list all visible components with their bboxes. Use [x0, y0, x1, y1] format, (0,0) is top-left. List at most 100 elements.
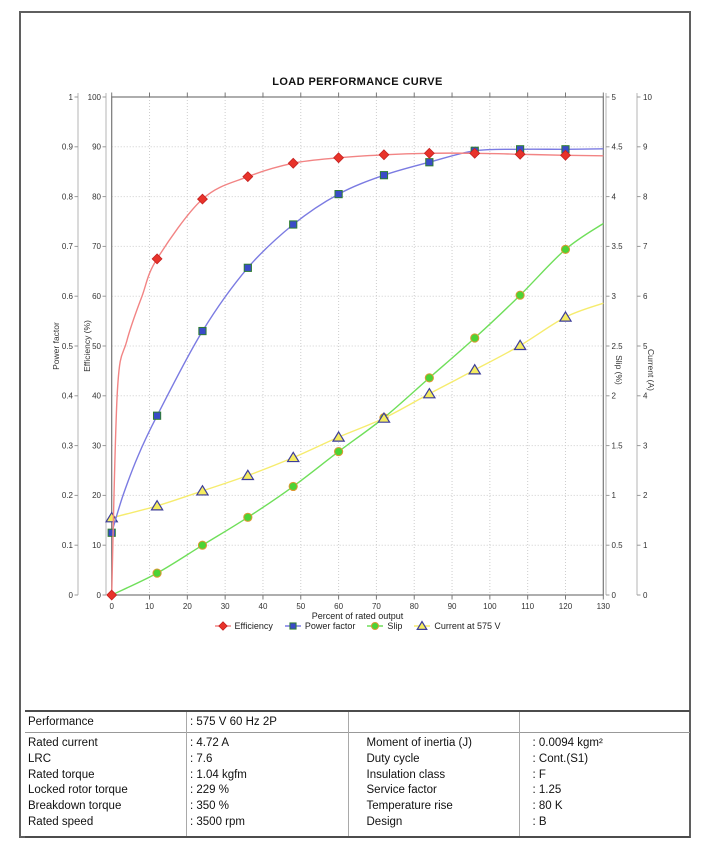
table-label: Service factor	[366, 784, 437, 797]
performance-table: Performance : 575 V 60 Hz 2P Rated curre…	[25, 710, 690, 838]
table-value: : 3500 rpm	[190, 815, 245, 828]
svg-text:0: 0	[97, 591, 102, 600]
table-divider	[186, 712, 187, 836]
svg-text:4.5: 4.5	[612, 143, 624, 152]
series-current	[105, 302, 604, 523]
svg-text:60: 60	[334, 602, 343, 611]
legend-circle-icon	[367, 622, 384, 630]
svg-text:0.3: 0.3	[62, 441, 74, 450]
svg-text:40: 40	[92, 392, 101, 401]
plot-border	[111, 96, 604, 596]
current-axis-title: Current (A)	[646, 348, 656, 392]
table-body: Rated current : 4.72 A LRC : 7.6 Rated torqu…	[25, 733, 690, 836]
svg-text:10: 10	[92, 541, 101, 550]
svg-text:6: 6	[643, 292, 648, 301]
table-row-performance: Performance : 575 V 60 Hz 2P	[25, 712, 690, 733]
svg-text:0.1: 0.1	[62, 541, 74, 550]
svg-text:4: 4	[612, 192, 617, 201]
svg-text:70: 70	[92, 242, 101, 251]
table-value: : 350 %	[190, 800, 229, 813]
svg-text:70: 70	[372, 602, 381, 611]
svg-text:0: 0	[109, 602, 114, 611]
svg-text:40: 40	[259, 602, 268, 611]
legend-item-efficiency: Efficiency	[214, 620, 273, 632]
svg-text:0.5: 0.5	[62, 342, 74, 351]
table-row: Rated current : 4.72 A	[25, 736, 358, 752]
table-label: Rated current	[28, 737, 98, 749]
legend-square-icon	[284, 622, 301, 630]
svg-text:10: 10	[643, 93, 652, 102]
svg-text:0.2: 0.2	[62, 491, 74, 500]
legend-triangle-icon	[414, 620, 431, 630]
table-label: Duty cycle	[366, 752, 420, 765]
chart-legend: Efficiency Power factor Slip Current at 575…	[0, 620, 714, 632]
svg-text:100: 100	[483, 602, 497, 611]
table-divider	[519, 712, 520, 836]
table-row: Locked rotor torque : 229 %	[25, 783, 358, 799]
svg-text:8: 8	[643, 192, 648, 201]
svg-text:0.7: 0.7	[62, 242, 74, 251]
svg-text:3.5: 3.5	[612, 242, 624, 251]
legend-label: Power factor	[304, 621, 356, 631]
svg-text:130: 130	[597, 602, 611, 611]
svg-text:20: 20	[183, 602, 192, 611]
svg-text:0.8: 0.8	[62, 192, 74, 201]
svg-text:90: 90	[448, 602, 457, 611]
svg-text:5: 5	[643, 342, 648, 351]
table-label: Moment of inertia (J)	[366, 737, 472, 749]
svg-text:80: 80	[92, 192, 101, 201]
table-row: Service factor : 1.25	[358, 783, 691, 799]
slip-axis: 5 4.5 4 3.5 3 2.5 2 1.5 1 0.5 0	[605, 93, 624, 600]
svg-text:0: 0	[612, 591, 617, 600]
x-tick-labels: 0 10 20 30 40 50 60 70 80 90 100 110 120 130	[109, 602, 610, 611]
svg-text:0.4: 0.4	[62, 392, 74, 401]
table-label: Performance	[28, 716, 94, 728]
table-value: : Cont.(S1)	[532, 752, 589, 765]
series-power_factor	[107, 145, 604, 537]
svg-text:2.5: 2.5	[612, 342, 624, 351]
load-performance-chart: 0 10 20 30 40 50 60 70 80 90 100 110 120 13010.90.80.…	[62, 92, 652, 611]
svg-text:5: 5	[612, 93, 617, 102]
svg-text:1: 1	[643, 541, 648, 550]
table-label: Rated torque	[28, 768, 95, 781]
svg-text:1: 1	[612, 491, 617, 500]
svg-text:2: 2	[612, 392, 617, 401]
table-label: Locked rotor torque	[28, 784, 128, 797]
table-row: LRC : 7.6	[25, 752, 358, 768]
table-row: Moment of inertia (J) : 0.0094 kgm²	[358, 736, 691, 752]
power_factor-axis: 1 0.9 0.8 0.7 0.6 0.5 0.4 0.3 0.2 0.1 0	[62, 93, 79, 600]
svg-text:90: 90	[92, 143, 101, 152]
svg-text:100: 100	[88, 93, 102, 102]
svg-text:50: 50	[296, 602, 305, 611]
legend-diamond-icon	[214, 621, 231, 631]
svg-text:1.5: 1.5	[612, 441, 624, 450]
table-column-right: Moment of inertia (J) : 0.0094 kgm² Duty c…	[358, 736, 691, 831]
svg-text:7: 7	[643, 242, 648, 251]
table-column-left: Rated current : 4.72 A LRC : 7.6 Rated torqu…	[25, 736, 358, 831]
table-row: Duty cycle : Cont.(S1)	[358, 752, 691, 768]
table-label: LRC	[28, 752, 52, 765]
table-label: Breakdown torque	[28, 800, 122, 813]
table-value: : 4.72 A	[190, 737, 230, 749]
table-row: Insulation class: F	[358, 768, 691, 784]
svg-text:3: 3	[643, 441, 648, 450]
table-label: Insulation class	[366, 768, 446, 781]
legend-item-slip: Slip	[366, 620, 402, 632]
table-value: : 7.6	[190, 752, 213, 765]
svg-text:30: 30	[221, 602, 230, 611]
legend-label: Efficiency	[234, 621, 273, 631]
legend-label: Slip	[387, 621, 403, 631]
svg-text:60: 60	[92, 292, 101, 301]
svg-text:4: 4	[643, 392, 648, 401]
table-divider	[348, 712, 349, 836]
table-value: : 1.25	[532, 784, 562, 797]
table-row: Breakdown torque : 350 %	[25, 799, 358, 815]
table-value: : B	[532, 815, 547, 828]
table-value: : 0.0094 kgm²	[532, 737, 603, 749]
table-value: : 229 %	[190, 784, 229, 797]
svg-text:0.5: 0.5	[612, 541, 624, 550]
x-axis-title: Percent of rated output	[311, 611, 404, 621]
